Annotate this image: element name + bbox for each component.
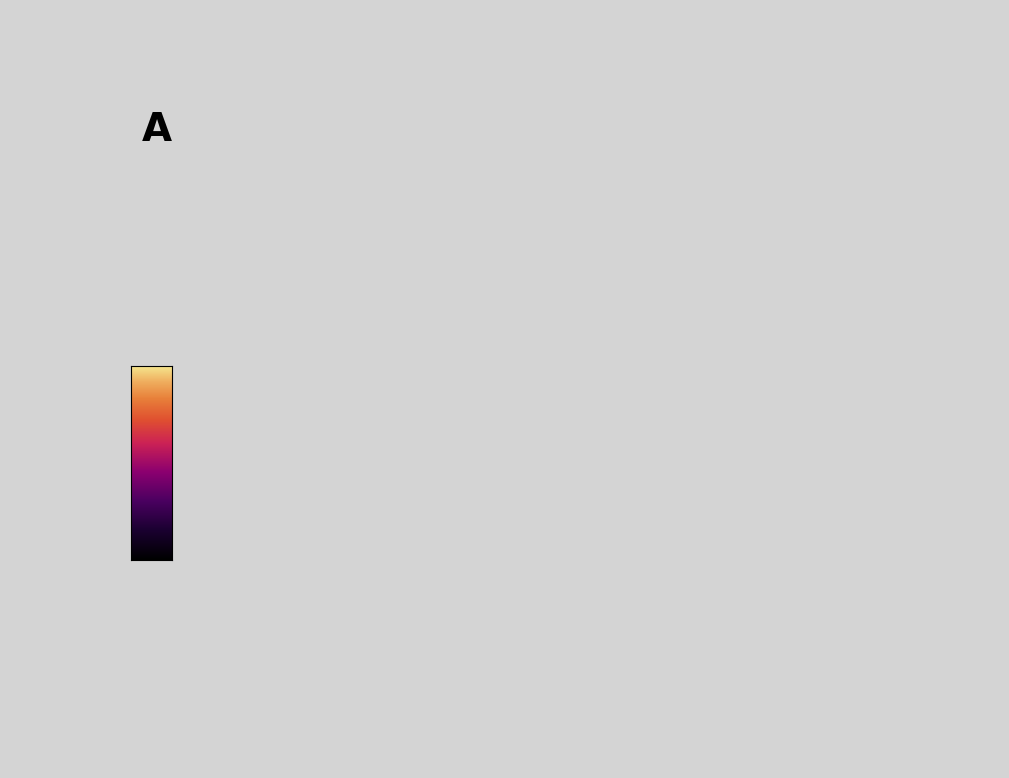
Text: A: A	[141, 111, 172, 149]
